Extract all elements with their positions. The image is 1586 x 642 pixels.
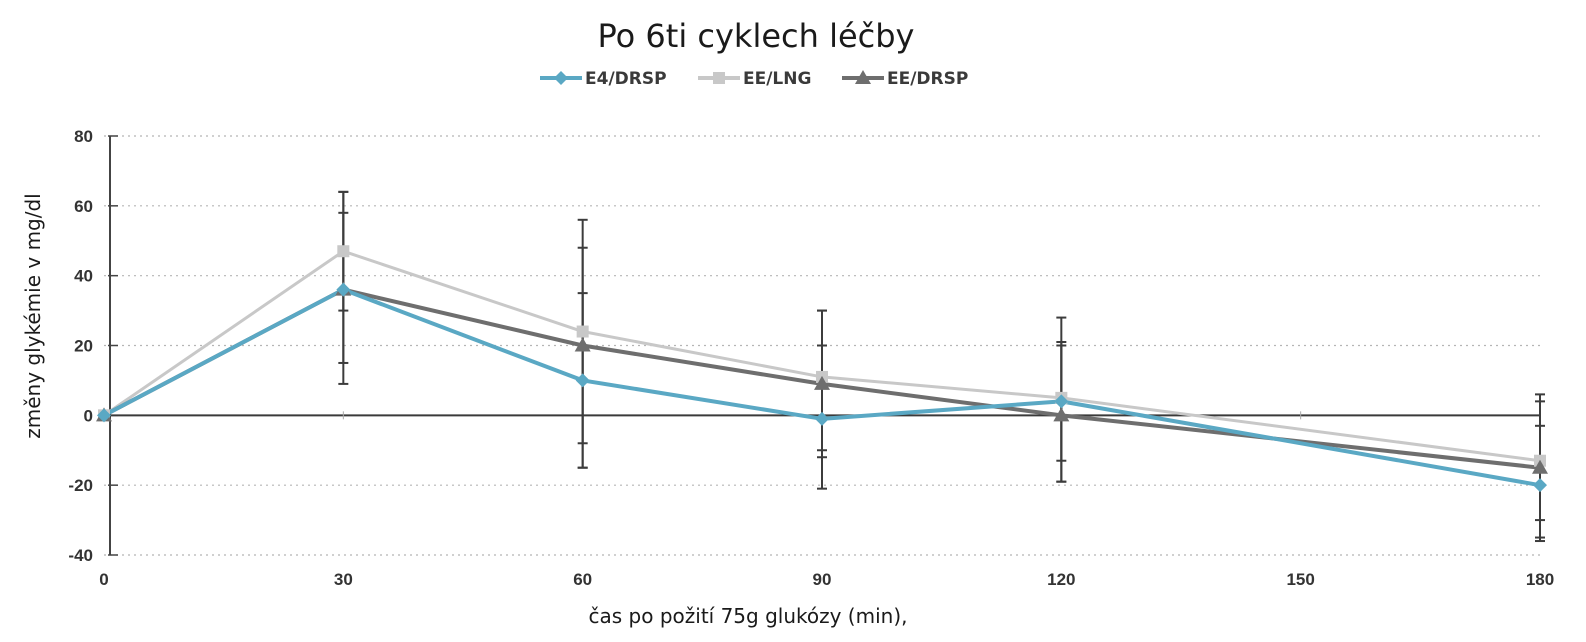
series-3-point-5 — [1053, 407, 1070, 422]
legend-marker-1 — [554, 71, 568, 85]
legend-label-1: E4/DRSP — [585, 69, 667, 89]
x-tick-label-6: 150 — [1286, 570, 1314, 589]
series-3-point-6 — [1532, 459, 1548, 474]
y-tick-label-7: -40 — [68, 546, 93, 565]
x-axis-title: čas po požití 75g glukózy (min), — [589, 604, 908, 628]
series-1-point-2 — [336, 282, 351, 297]
y-tick-label-4: 20 — [74, 337, 93, 356]
x-tick-label-5: 120 — [1047, 570, 1075, 589]
series-1-point-3 — [575, 373, 590, 388]
series-3-point-4 — [814, 375, 830, 390]
y-tick-labels: 80 60 40 20 0 -20 -40 — [68, 127, 93, 565]
series-2-point-3 — [576, 325, 589, 338]
x-tick-labels: 0 30 60 90 120 150 180 — [99, 570, 1554, 589]
y-tick-label-6: -20 — [68, 476, 93, 495]
chart-title: Po 6ti cyklech léčby — [598, 17, 915, 55]
series-markers — [96, 245, 1548, 493]
series-2-point-2 — [337, 245, 350, 258]
x-tick-label-2: 30 — [334, 570, 353, 589]
error-bars — [338, 190, 1545, 543]
x-tick-label-1: 0 — [99, 570, 108, 589]
chart-legend: E4/DRSP EE/LNG EE/DRSP — [540, 69, 968, 89]
legend-label-3: EE/DRSP — [887, 69, 968, 89]
legend-marker-3 — [855, 70, 871, 84]
y-tick-label-5: 0 — [84, 406, 93, 425]
series-lines — [103, 249, 1541, 488]
x-tick-label-4: 90 — [813, 570, 832, 589]
series-1-point-6 — [1533, 478, 1547, 493]
series-1-point-4 — [815, 411, 829, 426]
legend-marker-2 — [713, 72, 725, 84]
x-tick-label-3: 60 — [573, 570, 592, 589]
legend-label-2: EE/LNG — [743, 69, 811, 89]
series-1-point-1 — [97, 408, 111, 423]
series-line-1 — [103, 287, 1541, 488]
series-1-point-5 — [1054, 394, 1069, 409]
y-axis-title: změny glykémie v mg/dl — [21, 193, 45, 438]
y-tick-label-1: 80 — [74, 127, 93, 146]
y-tick-label-2: 60 — [74, 197, 93, 216]
series-line-2 — [103, 249, 1541, 463]
series-3-point-3 — [574, 337, 591, 352]
y-tick-label-3: 40 — [74, 267, 93, 286]
x-tick-label-7: 180 — [1526, 570, 1554, 589]
